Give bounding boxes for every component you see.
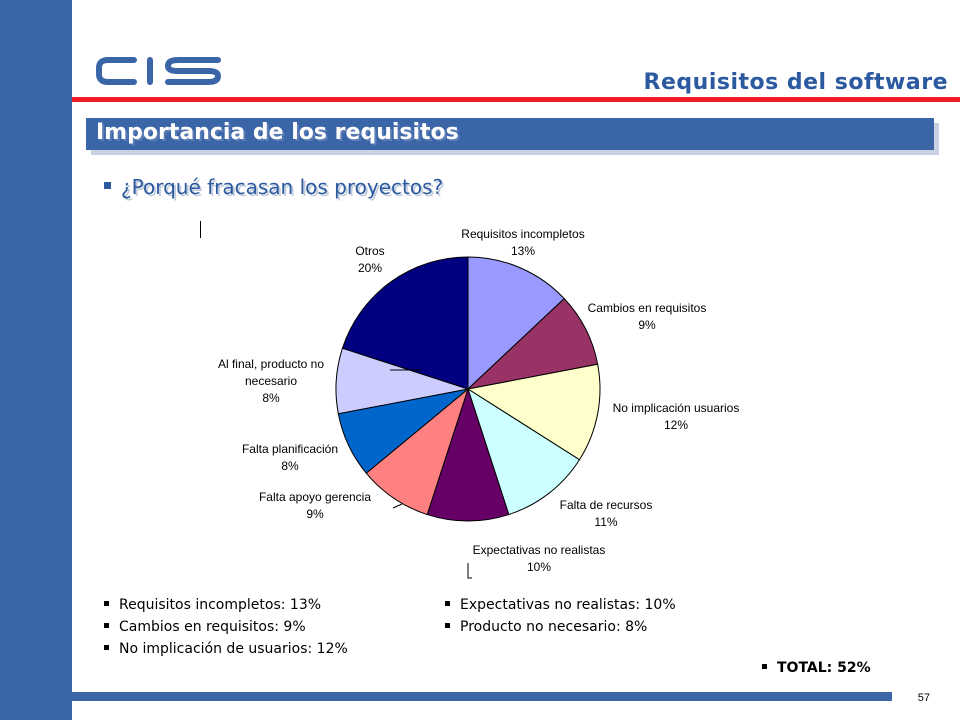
total-line: TOTAL: 52% [762, 660, 871, 676]
bullet-square-icon [104, 645, 109, 650]
slice-label: Cambios en requisitos 9% [588, 301, 707, 332]
pie-slice [341, 256, 469, 390]
summary-item: Requisitos incompletos: 13% [104, 594, 348, 616]
cis-logo [96, 57, 222, 85]
summary-list-left: Requisitos incompletos: 13% Cambios en r… [104, 594, 348, 660]
slide-title: Importancia de los requisitos [96, 120, 459, 145]
pie-slice [467, 387, 581, 516]
slide-title-banner: Importancia de los requisitos [86, 118, 934, 150]
slice-label: Falta de recursos 11% [560, 498, 653, 529]
leader-line [392, 503, 403, 509]
slice-label: Falta apoyo gerencia 9% [259, 490, 371, 521]
slice-label: Falta planificación 8% [242, 442, 338, 473]
slice-label: Al final, producto no necesario 8% [218, 357, 324, 405]
pie-slice [467, 256, 565, 391]
question-bullet: ¿Porqué fracasan los proyectos? [104, 175, 443, 199]
summary-item: No implicación de usuarios: 12% [104, 638, 348, 660]
bullet-square-icon [104, 601, 109, 606]
pie-slice [426, 387, 510, 522]
section-title: Requisitos del software [643, 70, 948, 95]
bullet-square-icon [445, 601, 450, 606]
page-number: 57 [917, 692, 930, 704]
bullet-square-icon [445, 623, 450, 628]
footer-bar [72, 692, 892, 701]
pie-chart: Requisitos incompletos 13% Cambios en requ… [218, 227, 740, 579]
header-divider-line [72, 97, 960, 102]
summary-list-right: Expectativas no realistas: 10% Producto … [445, 594, 676, 638]
leader-line [467, 563, 472, 579]
summary-item-text: Expectativas no realistas: 10% [460, 597, 676, 613]
summary-item-text: Producto no necesario: 8% [460, 619, 648, 635]
bullet-square-icon [104, 182, 111, 189]
total-text: TOTAL: 52% [777, 660, 871, 676]
bullet-square-icon [762, 664, 767, 669]
summary-item-text: No implicación de usuarios: 12% [119, 641, 348, 657]
summary-item-text: Cambios en requisitos: 9% [119, 619, 306, 635]
stray-tick-mark [200, 221, 201, 238]
summary-item-text: Requisitos incompletos: 13% [119, 597, 322, 613]
question-text: ¿Porqué fracasan los proyectos? [121, 175, 444, 199]
slice-label: Expectativas no realistas 10% [473, 543, 606, 574]
summary-item: Cambios en requisitos: 9% [104, 616, 348, 638]
summary-item: Producto no necesario: 8% [445, 616, 676, 638]
slice-label: No implicación usuarios 12% [613, 401, 740, 432]
left-sidebar-band [0, 0, 72, 720]
slice-label: Otros 20% [355, 244, 384, 275]
bullet-square-icon [104, 623, 109, 628]
slice-label: Requisitos incompletos 13% [461, 227, 584, 258]
pie-slice [466, 363, 601, 461]
summary-item: Expectativas no realistas: 10% [445, 594, 676, 616]
